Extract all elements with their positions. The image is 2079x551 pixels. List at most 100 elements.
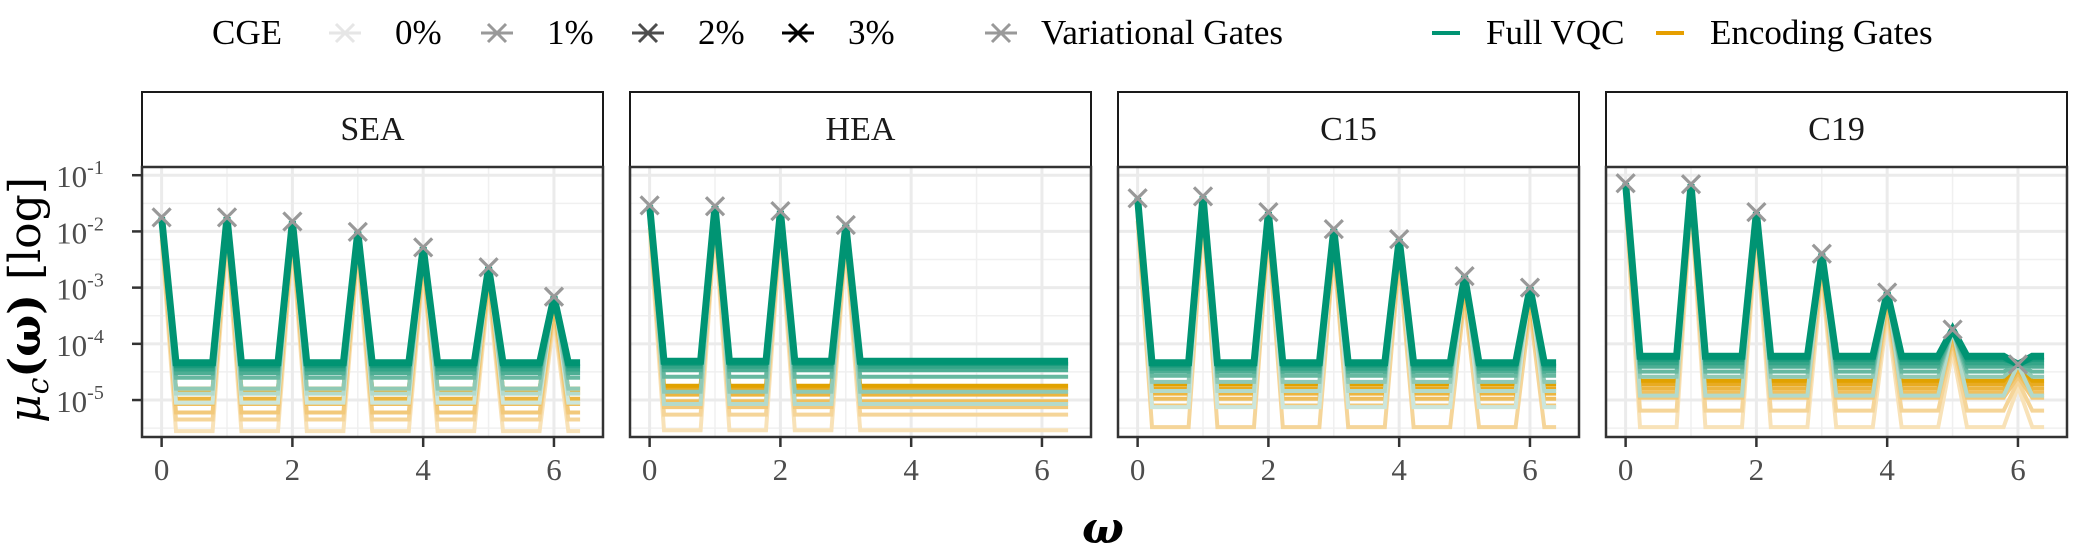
panel-border [628, 165, 1093, 439]
x-axis-title: ω [1082, 503, 1124, 551]
legend-type-item: Variational Gates [985, 13, 1283, 52]
cross-icon [637, 22, 659, 44]
variational-gates-point [282, 211, 303, 232]
variational-gates-point [1192, 186, 1214, 207]
y-tick-label: 10-1 [56, 157, 104, 194]
variational-gates-point [1519, 277, 1541, 298]
variational-gates-point [835, 214, 856, 236]
x-tick-label: 6 [1034, 452, 1050, 487]
x-tick-label: 4 [903, 452, 919, 487]
cross-icon [334, 22, 356, 44]
y-axis-title-suffix: [log] [0, 177, 51, 294]
legend-type-label: Full VQC [1486, 13, 1624, 52]
series-group [646, 205, 1069, 433]
strip-header [1117, 91, 1580, 168]
variational-gates-markers [639, 195, 856, 236]
x-tick-label: 6 [546, 452, 562, 487]
x-tick-label: 4 [1391, 452, 1407, 487]
full-vqc-line [158, 216, 581, 367]
variational-gates-point [1258, 202, 1279, 223]
legend-type-item: Encoding Gates [1656, 13, 1933, 52]
variational-gates-point [704, 196, 726, 217]
series-group [1622, 182, 2045, 430]
panel-border [140, 165, 605, 439]
full-vqc-line [646, 205, 1069, 365]
variational-gates-point [2007, 354, 2029, 375]
panel-c15: C15 0 2 4 6 [1116, 91, 1581, 487]
variational-gates-point [1389, 228, 1410, 250]
series-group [158, 216, 581, 434]
legend-cge-label: 1% [547, 13, 594, 52]
y-axis-title-mu: μ [0, 394, 51, 423]
variational-gates-point [151, 207, 172, 228]
y-axis-title-arg: (ω) [0, 294, 51, 378]
legend-cge-title: CGE [212, 13, 282, 52]
x-tick-label: 2 [285, 452, 301, 487]
panels: SEA 0 2 4 6 10-1 10-2 10-3 10-4 10-5 HEA 0 2 4 6 C15 0 2 4… [56, 91, 2069, 487]
variational-gates-point [1746, 202, 1767, 223]
variational-gates-point [1877, 282, 1898, 303]
x-tick-label: 0 [1618, 452, 1634, 487]
x-tick-label: 0 [1130, 452, 1146, 487]
strip-label: C19 [1808, 111, 1865, 148]
variational-gates-markers [1615, 173, 2029, 375]
variational-gates-point [1811, 243, 1832, 264]
variational-gates-markers [151, 207, 565, 307]
y-tick-label: 10-5 [56, 382, 104, 419]
panel-hea: HEA 0 2 4 6 [628, 91, 1093, 487]
variational-gates-point [478, 257, 499, 278]
cross-icon [990, 22, 1012, 44]
x-tick-label: 4 [415, 452, 431, 487]
y-tick-label: 10-4 [56, 326, 104, 363]
legend-cge-label: 0% [395, 13, 442, 52]
legend-cge-group: 0% 1% 2% 3% [329, 13, 895, 52]
legend-cge-item: 1% [481, 13, 594, 52]
legend-type-label: Variational Gates [1041, 13, 1283, 52]
variational-gates-point [639, 195, 660, 216]
strip-label: SEA [340, 111, 405, 148]
cross-icon [787, 22, 809, 44]
full-vqc-line [1134, 196, 1557, 367]
variational-gates-markers [1127, 186, 1541, 298]
legend-cge-item: 2% [632, 13, 745, 52]
variational-gates-point [347, 221, 368, 243]
gridlines [1606, 167, 2067, 437]
variational-gates-point [1680, 174, 1702, 195]
legend-cge-item: 3% [782, 13, 895, 52]
panel-border [1604, 165, 2069, 439]
x-tick-label: 4 [1879, 452, 1895, 487]
variational-gates-point [1615, 173, 1636, 194]
strip-header [1605, 91, 2068, 168]
x-tick-label: 0 [642, 452, 658, 487]
variational-gates-point [216, 207, 238, 228]
legend: CGE 0% 1% 2% 3% Variational Gates Full VQC En… [212, 13, 1933, 52]
x-tick-label: 2 [1749, 452, 1765, 487]
x-tick-label: 0 [154, 452, 170, 487]
legend-cge-label: 2% [698, 13, 745, 52]
variational-gates-point [1942, 319, 1963, 340]
x-tick-label: 6 [2010, 452, 2026, 487]
panel-border [1116, 165, 1581, 439]
strip-header [629, 91, 1092, 168]
series-group [1134, 196, 1557, 430]
panel-c19: C19 0 2 4 6 [1604, 91, 2069, 487]
variational-gates-point [1127, 188, 1148, 209]
strip-label: HEA [826, 111, 896, 148]
variational-gates-point [543, 286, 565, 307]
strip-header [141, 91, 604, 168]
full-vqc-line [1622, 182, 2045, 369]
legend-type-item: Full VQC [1432, 13, 1624, 52]
y-tick-label: 10-2 [56, 213, 104, 250]
variational-gates-point [413, 237, 434, 258]
svg-text:μc(ω) [log]: μc(ω) [log] [0, 177, 56, 423]
variational-gates-point [1454, 266, 1475, 287]
legend-cge-item: 0% [329, 13, 442, 52]
y-axis-title: μc(ω) [log] [0, 177, 56, 423]
x-tick-label: 2 [773, 452, 789, 487]
y-tick-label: 10-3 [56, 270, 104, 307]
legend-type-label: Encoding Gates [1710, 13, 1933, 52]
cross-icon [486, 22, 508, 44]
x-tick-label: 6 [1522, 452, 1538, 487]
x-tick-label: 2 [1261, 452, 1277, 487]
